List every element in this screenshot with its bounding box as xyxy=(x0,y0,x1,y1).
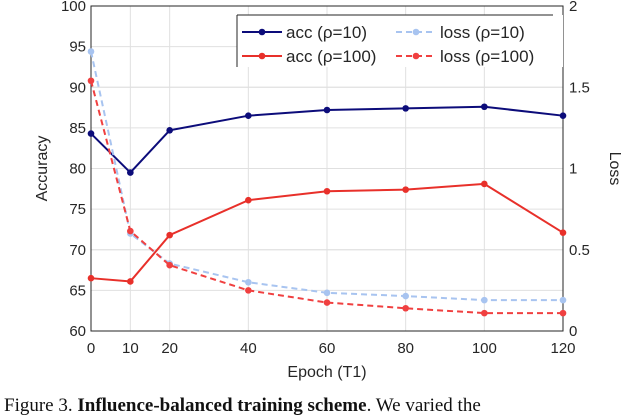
y-tick-label: 65 xyxy=(69,282,86,299)
data-point xyxy=(323,289,331,297)
legend-label: loss (ρ=100) xyxy=(440,47,534,66)
data-point xyxy=(481,296,488,304)
legend-marker xyxy=(258,28,266,36)
y-tick-label: 100 xyxy=(61,0,86,15)
legend-marker xyxy=(258,52,266,60)
legend-label: acc (ρ=10) xyxy=(286,23,367,42)
data-point xyxy=(87,274,95,282)
data-point xyxy=(559,309,567,317)
series-line xyxy=(90,105,564,174)
data-point xyxy=(166,261,173,269)
x-tick-label: 0 xyxy=(87,340,95,357)
y2-tick-label: 1.5 xyxy=(569,79,590,96)
data-point xyxy=(245,278,252,286)
legend-label: loss (ρ=10) xyxy=(440,23,525,42)
data-point xyxy=(87,77,95,85)
data-point xyxy=(559,112,567,119)
x-tick-label: 40 xyxy=(240,340,257,357)
data-point xyxy=(481,180,488,188)
data-point xyxy=(127,278,134,285)
data-point xyxy=(559,296,567,304)
y-tick-label: 60 xyxy=(69,323,86,340)
data-point xyxy=(323,299,331,306)
series-line xyxy=(90,80,563,315)
figure-caption: Figure 3. Influence-balanced training sc… xyxy=(4,395,481,417)
data-point xyxy=(481,309,488,317)
caption-bold: Influence-balanced training scheme xyxy=(77,395,367,416)
x-axis-label: Epoch (T1) xyxy=(287,364,366,381)
y2-tick-label: 2 xyxy=(569,0,577,15)
caption-rest: . We varied the xyxy=(366,395,481,416)
x-tick-label: 120 xyxy=(550,340,575,357)
y-tick-label: 85 xyxy=(69,120,86,137)
x-tick-label: 60 xyxy=(319,340,336,357)
data-point xyxy=(402,105,409,112)
data-point xyxy=(402,186,409,193)
legend-label: acc (ρ=100) xyxy=(286,47,376,66)
x-tick-label: 10 xyxy=(122,340,139,357)
data-point xyxy=(402,292,409,300)
series-line xyxy=(90,51,563,302)
data-point xyxy=(127,169,134,176)
data-point xyxy=(245,287,252,294)
y2-tick-label: 0 xyxy=(569,323,577,340)
y-tick-label: 80 xyxy=(69,161,86,178)
data-point xyxy=(402,304,409,312)
legend-box xyxy=(237,15,563,67)
y-axis-label: Accuracy xyxy=(34,136,51,202)
data-point xyxy=(323,106,331,114)
data-point xyxy=(481,103,488,111)
y2-tick-label: 0.5 xyxy=(569,242,590,259)
data-point xyxy=(127,227,134,235)
x-tick-label: 20 xyxy=(161,340,178,357)
data-point xyxy=(323,187,331,195)
data-point xyxy=(166,231,173,239)
y2-axis-label: Loss xyxy=(606,152,623,186)
legend-marker xyxy=(412,52,420,60)
data-point xyxy=(87,130,95,137)
data-point xyxy=(166,127,173,134)
data-point xyxy=(87,48,95,55)
caption-prefix: Figure 3. xyxy=(4,395,78,416)
x-tick-label: 100 xyxy=(472,340,497,357)
data-point xyxy=(559,229,567,236)
x-tick-label: 80 xyxy=(397,340,414,357)
y-tick-label: 75 xyxy=(69,201,86,218)
y-tick-label: 90 xyxy=(69,79,86,96)
plot-frame xyxy=(90,5,564,332)
chart: 0 10 20 40 60 80 100 120 60 65 70 75 80 85 90 95 100 0 0.5… xyxy=(34,0,623,381)
data-point xyxy=(245,196,252,204)
y-tick-label: 95 xyxy=(69,39,86,56)
legend-marker xyxy=(412,28,420,36)
y2-tick-label: 1 xyxy=(569,161,577,178)
series-line xyxy=(90,182,564,283)
y-tick-label: 70 xyxy=(69,242,86,259)
data-point xyxy=(245,112,252,119)
